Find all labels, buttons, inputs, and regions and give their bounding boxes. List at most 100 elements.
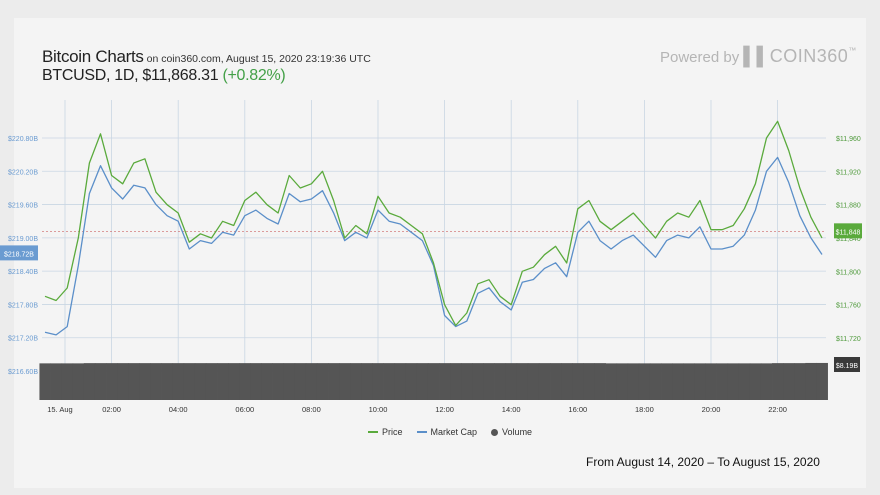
volume-bar	[638, 363, 651, 400]
volume-bar	[183, 363, 196, 400]
volume-bar	[228, 363, 240, 400]
volume-bar	[483, 363, 495, 400]
legend-item-volume[interactable]: Volume	[491, 427, 532, 437]
volume-bar	[538, 363, 551, 400]
volume-bar	[94, 363, 107, 400]
volume-bar	[150, 363, 162, 400]
left-axis-tick-label: $220.20B	[8, 169, 38, 176]
left-axis-tick-label: $217.80B	[8, 302, 38, 309]
market-cap-badge	[0, 245, 38, 261]
volume-bar	[616, 363, 629, 400]
chart-panel	[14, 18, 866, 488]
volume-bar	[594, 363, 606, 400]
x-tick-label: 08:00	[302, 405, 321, 414]
right-axis-tick-label: $11,880	[836, 203, 861, 210]
volume-bar	[283, 363, 296, 400]
x-tick-label: 18:00	[635, 405, 654, 414]
volume-bar	[738, 363, 751, 400]
ticker-change: (+0.82%)	[222, 67, 286, 84]
price-badge-label: $11,848	[836, 229, 861, 236]
x-tick-label: 14:00	[502, 405, 521, 414]
volume-bar	[550, 363, 562, 400]
volume-bar	[716, 363, 729, 400]
volume-bar	[205, 363, 218, 400]
volume-bar	[683, 363, 695, 400]
volume-bar	[572, 363, 584, 400]
x-tick-label: 22:00	[768, 405, 787, 414]
volume-bar	[661, 363, 673, 400]
market-cap-swatch	[416, 431, 427, 433]
ticker-price: BTCUSD, 1D, $11,868.31	[42, 67, 219, 84]
volume-bar	[416, 363, 429, 400]
right-axis-tick-label: $11,760	[836, 303, 861, 310]
volume-badge	[834, 357, 860, 372]
volume-bar	[749, 363, 762, 400]
x-tick-label: 16:00	[568, 405, 587, 414]
chart-title-row: Bitcoin Charts on coin360.com, August 15,…	[42, 47, 371, 67]
left-axis-tick-label: $217.20B	[8, 336, 38, 343]
x-tick-label: 02:00	[102, 405, 121, 414]
powered-by[interactable]: Powered by ▌▌COIN360™	[660, 46, 856, 67]
volume-bar	[139, 363, 151, 400]
volume-bar	[561, 363, 573, 400]
volume-badge-label: $8.19B	[836, 363, 859, 370]
left-axis-tick-label: $218.40B	[8, 269, 38, 276]
volume-bar	[217, 363, 229, 400]
volume-bar	[583, 363, 595, 400]
right-axis-tick-label: $11,720	[836, 336, 861, 343]
left-axis-tick-label: $220.80B	[8, 136, 38, 143]
volume-bar	[783, 363, 795, 400]
volume-bar	[272, 363, 285, 400]
volume-bar	[527, 363, 540, 400]
x-tick-label: 12:00	[435, 405, 454, 414]
volume-bar	[394, 363, 407, 400]
legend-item-market-cap[interactable]: Market Cap	[416, 427, 478, 437]
volume-bar	[339, 363, 351, 400]
legend-label-price: Price	[382, 427, 403, 437]
left-axis-tick-label: $219.60B	[8, 203, 38, 210]
volume-bar	[106, 363, 118, 400]
x-tick-label: 15. Aug	[47, 405, 72, 414]
volume-bar	[294, 363, 307, 400]
powered-by-label: Powered by	[660, 49, 740, 66]
chart-subtitle: on coin360.com, August 15, 2020 23:19:36…	[146, 53, 371, 65]
volume-bar	[760, 363, 773, 400]
volume-bar	[194, 363, 207, 400]
left-axis-tick-label: $219.00B	[8, 236, 38, 243]
volume-bar	[605, 363, 618, 400]
volume-bar	[361, 363, 373, 400]
volume-bar	[316, 363, 329, 400]
volume-bar	[472, 363, 484, 400]
volume-bar	[450, 363, 462, 400]
volume-bar	[461, 363, 473, 400]
right-axis-tick-label: $11,800	[836, 269, 861, 276]
volume-bar	[383, 363, 396, 400]
x-tick-label: 06:00	[235, 405, 254, 414]
market-cap-badge-label: $218.72B	[4, 251, 34, 258]
volume-bar	[805, 362, 817, 400]
volume-bar	[250, 363, 262, 400]
volume-bar	[39, 363, 51, 400]
x-tick-label: 20:00	[702, 405, 721, 414]
market-cap-line	[44, 156, 823, 336]
x-tick-label: 04:00	[169, 405, 188, 414]
volume-bar	[505, 363, 518, 400]
volume-bar	[172, 363, 185, 400]
volume-bar	[494, 363, 507, 400]
volume-bar	[627, 363, 640, 400]
legend-item-price[interactable]: Price	[368, 427, 403, 437]
volume-bar	[83, 363, 96, 400]
volume-bar	[50, 363, 63, 400]
volume-bar	[117, 363, 129, 400]
volume-bar	[161, 363, 174, 400]
volume-bar	[405, 363, 418, 400]
price-line	[44, 120, 823, 327]
legend-label-market-cap: Market Cap	[430, 427, 478, 437]
volume-bar	[239, 363, 251, 400]
volume-bar	[649, 363, 662, 400]
chart-legend: Price Market Cap Volume	[368, 427, 532, 437]
volume-bar	[516, 363, 529, 400]
volume-bar	[350, 363, 362, 400]
trademark-mark: ™	[848, 46, 857, 55]
